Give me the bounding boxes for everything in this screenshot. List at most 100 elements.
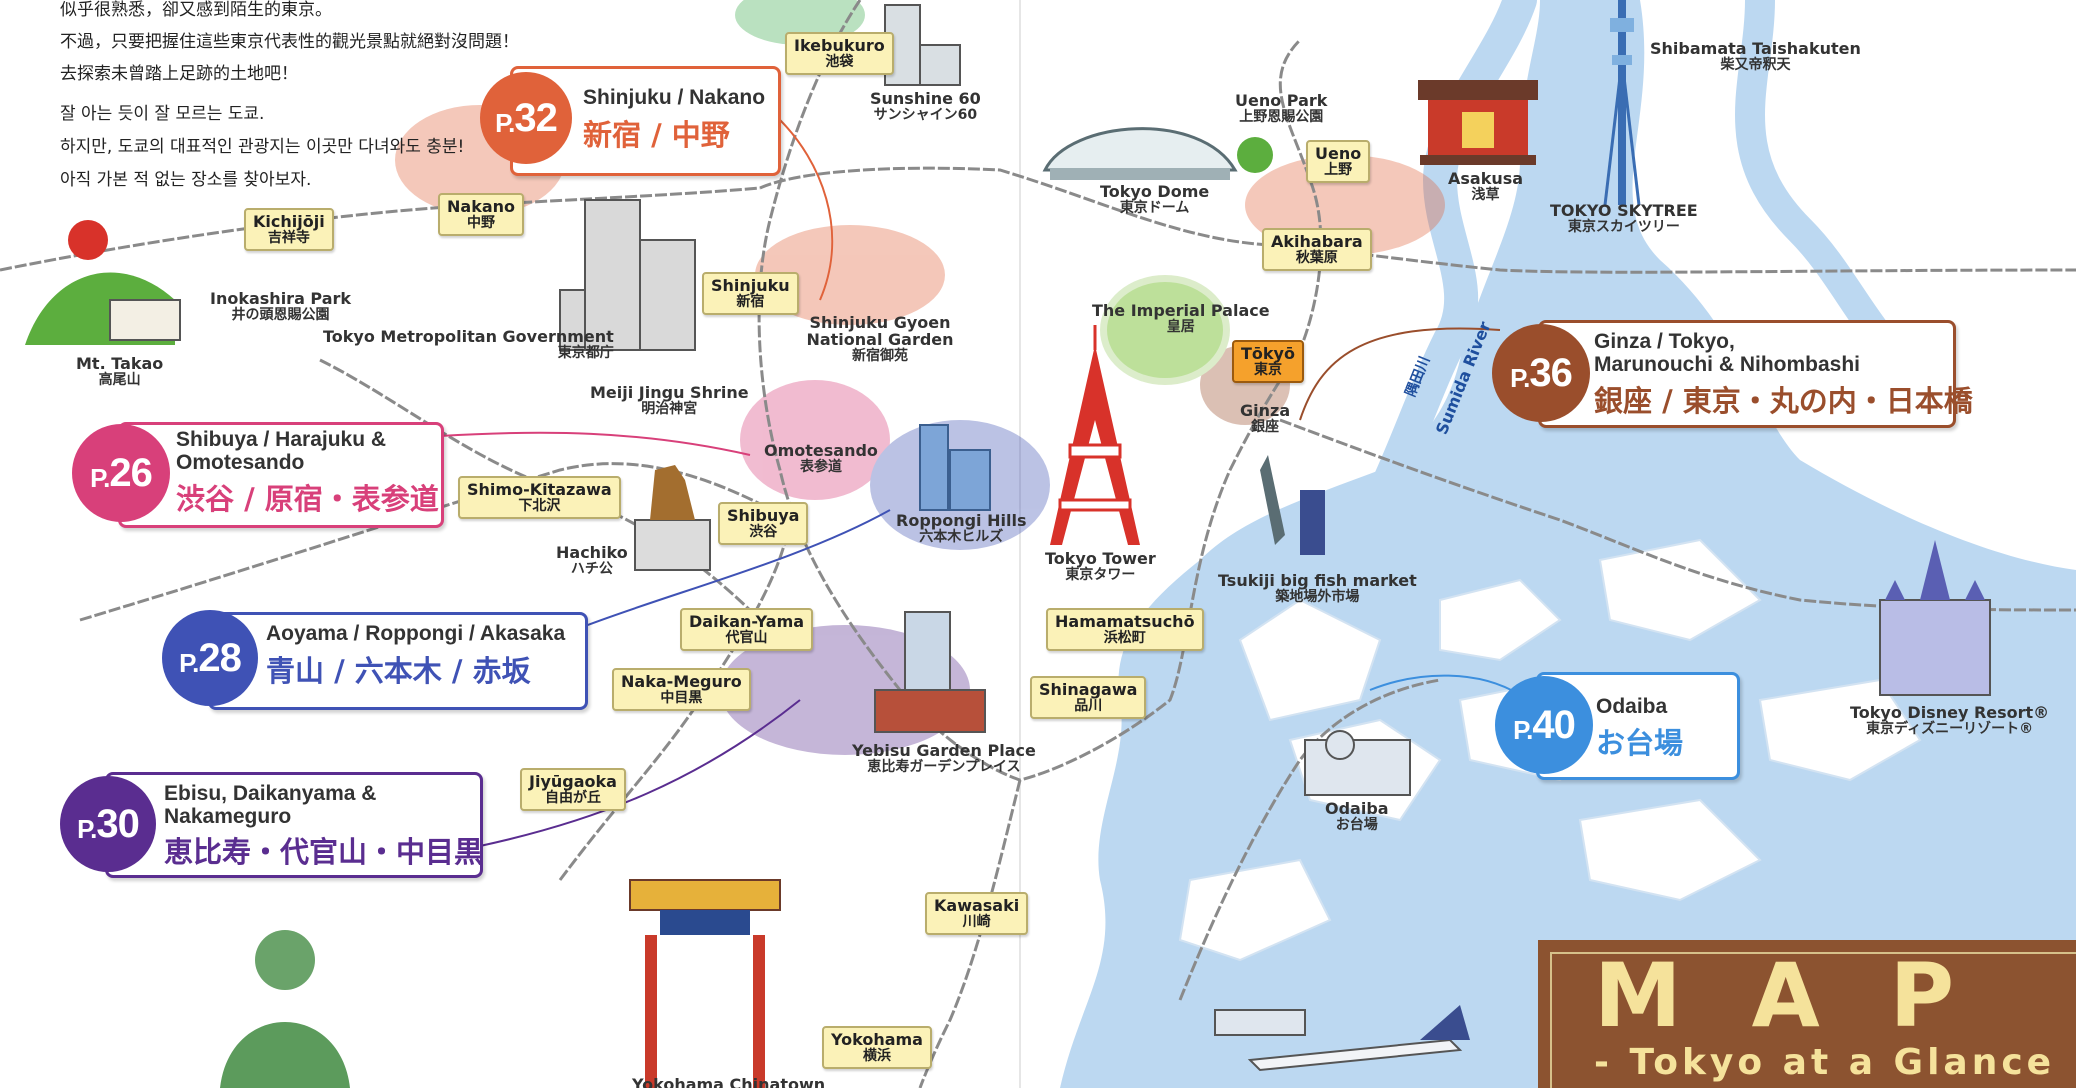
callout-title: Marunouchi & Nihombashi xyxy=(1594,353,1861,376)
landmark-roppongi-hills[interactable]: Roppongi Hills 六本木ヒルズ xyxy=(896,512,1026,546)
station-name-jp: 下北沢 xyxy=(518,498,561,514)
page-ref-badge: P. 26 xyxy=(72,424,170,522)
landmark-inokashira-park[interactable]: Inokashira Park 井の頭恩賜公園 xyxy=(210,290,351,324)
station-nakano[interactable]: Nakano 中野 xyxy=(438,193,525,236)
landmark-tokyo-dome[interactable]: Tokyo Dome 東京ドーム xyxy=(1100,183,1209,217)
callout-jp: 銀座 / 東京・丸の内・日本橋 xyxy=(1594,384,1973,418)
station-shimo-kitazawa[interactable]: Shimo-Kitazawa 下北沢 xyxy=(458,476,621,519)
station-shibuya[interactable]: Shibuya 渋谷 xyxy=(718,502,809,545)
tokyo-metropolitan-government-illustration xyxy=(559,199,696,351)
landmark-yokohama-chinatown[interactable]: Yokohama Chinatown xyxy=(632,1076,825,1088)
station-name-jp: 吉祥寺 xyxy=(267,230,310,246)
station-ueno[interactable]: Ueno 上野 xyxy=(1306,140,1371,183)
callout-jp: 渋谷 / 原宿・表参道 xyxy=(176,482,439,516)
station-name-en: Shibuya xyxy=(727,506,800,525)
callout-jp: 新宿 / 中野 xyxy=(583,118,730,152)
station-shinjuku[interactable]: Shinjuku 新宿 xyxy=(702,272,799,315)
landmark-name-en: Sunshine 60 xyxy=(870,89,981,108)
intro-ko-line: 잘 아는 듯이 잘 모르는 도쿄. xyxy=(60,104,265,124)
callout-jp: お台場 xyxy=(1596,726,1684,760)
hachiko-statue-illustration xyxy=(634,465,711,571)
landmark-tokyo-metropolitan-government[interactable]: Tokyo Metropolitan Government 東京都庁 xyxy=(323,328,614,362)
landmark-name-en: Hachiko xyxy=(556,543,628,562)
intro-ko-line: 아직 가본 적 없는 장소를 찾아보자. xyxy=(60,170,312,190)
landmark-imperial-palace[interactable]: The Imperial Palace 皇居 xyxy=(1092,302,1270,336)
station-naka-meguro[interactable]: Naka-Meguro 中目黒 xyxy=(612,668,751,711)
banner-title: MAP xyxy=(1594,944,2025,1047)
landmark-name-jp: 明治神宮 xyxy=(641,401,698,417)
station-tokyo[interactable]: Tōkyō 東京 xyxy=(1232,340,1304,383)
landmark-name-jp: 井の頭恩賜公園 xyxy=(231,307,330,323)
asakusa-gate-illustration xyxy=(1418,80,1538,165)
landmark-shibamata-taishakuten[interactable]: Shibamata Taishakuten 柴又帝釈天 xyxy=(1650,40,1861,74)
mt-takao-illustration xyxy=(25,220,181,345)
station-name-jp: 浜松町 xyxy=(1103,630,1146,646)
page-number: 28 xyxy=(198,635,241,680)
landmark-name-en: Mt. Takao xyxy=(76,354,164,373)
landmark-name-jp: 表参道 xyxy=(799,459,842,475)
page-prefix: P. xyxy=(90,462,110,493)
station-ikebukuro[interactable]: Ikebukuro 池袋 xyxy=(785,32,894,75)
page-ref-badge: P. 36 xyxy=(1492,324,1590,422)
landmark-name-jp: お台場 xyxy=(1335,817,1378,833)
landmark-mt-takao[interactable]: Mt. Takao 高尾山 xyxy=(76,355,163,389)
sunshine-60-illustration xyxy=(884,4,961,86)
landmark-name-en: Tokyo Disney Resort® xyxy=(1850,703,2050,722)
station-name-en: Nakano xyxy=(447,197,516,216)
station-name-en: Kawasaki xyxy=(934,896,1020,915)
station-name-en: Kichijōji xyxy=(253,212,325,231)
landmark-name-jp: 恵比寿ガーデンプレイス xyxy=(867,759,1021,775)
landmark-name-en: Yokohama Chinatown xyxy=(632,1075,826,1088)
station-name-jp: 横浜 xyxy=(862,1048,891,1064)
landmark-ginza[interactable]: Ginza 銀座 xyxy=(1240,402,1290,436)
page-ref-badge: P. 32 xyxy=(480,72,572,164)
callout-title: Omotesando xyxy=(176,451,305,474)
station-daikan-yama[interactable]: Daikan-Yama 代官山 xyxy=(680,608,814,651)
landmark-yebisu-garden-place[interactable]: Yebisu Garden Place 恵比寿ガーデンプレイス xyxy=(852,742,1036,776)
station-kichijoji[interactable]: Kichijōji 吉祥寺 xyxy=(244,208,334,251)
callout-title: Odaiba xyxy=(1596,695,1668,718)
landmark-meiji-jingu-shrine[interactable]: Meiji Jingu Shrine 明治神宮 xyxy=(590,384,749,418)
landmark-name-en: TOKYO SKYTREE xyxy=(1550,201,1698,220)
landmark-sunshine-60[interactable]: Sunshine 60 サンシャイン60 xyxy=(870,90,981,124)
landmark-tokyo-tower[interactable]: Tokyo Tower 東京タワー xyxy=(1045,550,1156,584)
landmark-name-jp: 東京ディズニーリゾート® xyxy=(1866,721,2034,737)
page-prefix: P. xyxy=(1510,362,1530,393)
callout-title: Ginza / Tokyo, xyxy=(1594,330,1735,353)
landmark-asakusa[interactable]: Asakusa 浅草 xyxy=(1448,170,1523,204)
station-kawasaki[interactable]: Kawasaki 川崎 xyxy=(925,892,1029,935)
station-shinagawa[interactable]: Shinagawa 品川 xyxy=(1030,676,1147,719)
landmark-ueno-park[interactable]: Ueno Park 上野恩賜公園 xyxy=(1235,92,1327,126)
page-prefix: P. xyxy=(179,647,199,678)
intro-ko: 잘 아는 듯이 잘 모르는 도쿄. 하지만, 도쿄의 대표적인 관광지는 이곳만… xyxy=(60,98,620,197)
tsukiji-fish-illustration xyxy=(1260,455,1325,555)
landmark-tokyo-disney-resort[interactable]: Tokyo Disney Resort® 東京ディズニーリゾート® xyxy=(1850,704,2049,738)
station-name-jp: 中目黒 xyxy=(660,690,703,706)
intro-zh: 似乎很熟悉，卻又感到陌生的東京。 不過，只要把握住這些東京代表性的觀光景點就絕對… xyxy=(60,0,620,90)
station-hamamatsucho[interactable]: Hamamatsuchō 浜松町 xyxy=(1046,608,1204,651)
landmark-shinjuku-gyoen[interactable]: Shinjuku Gyoen National Garden 新宿御苑 xyxy=(800,314,960,365)
station-yokohama[interactable]: Yokohama 横浜 xyxy=(822,1026,932,1069)
landmark-tsukiji-fish-market[interactable]: Tsukiji big fish market 築地場外市場 xyxy=(1218,572,1417,606)
landmark-name-en: Inokashira Park xyxy=(210,289,352,308)
callout-box xyxy=(208,612,588,710)
landmark-odaiba[interactable]: Odaiba お台場 xyxy=(1325,800,1389,834)
landmark-tokyo-skytree[interactable]: TOKYO SKYTREE 東京スカイツリー xyxy=(1550,202,1698,236)
intro-zh-line: 似乎很熟悉，卻又感到陌生的東京。 xyxy=(60,0,332,20)
landmark-name-en: Ginza xyxy=(1240,401,1291,420)
landmark-name-jp: 東京ドーム xyxy=(1119,200,1190,216)
station-akihabara[interactable]: Akihabara 秋葉原 xyxy=(1262,228,1372,271)
arakawa-river xyxy=(1735,0,1915,375)
landmark-name-en: Shibamata Taishakuten xyxy=(1650,39,1861,58)
page-ref-badge: P. 30 xyxy=(60,776,156,872)
landmark-name-jp: 築地場外市場 xyxy=(1275,589,1360,605)
landmark-hachiko[interactable]: Hachiko ハチ公 xyxy=(556,544,628,578)
station-name-en: Akihabara xyxy=(1271,232,1363,251)
station-name-en: Naka-Meguro xyxy=(621,672,742,691)
station-name-jp: 秋葉原 xyxy=(1295,250,1338,266)
landmark-omotesando[interactable]: Omotesando 表参道 xyxy=(764,442,878,476)
callout-title: Aoyama / Roppongi / Akasaka xyxy=(266,622,566,645)
station-jiyugaoka[interactable]: Jiyūgaoka 自由が丘 xyxy=(520,768,626,811)
landmark-name-jp: 銀座 xyxy=(1251,419,1280,435)
